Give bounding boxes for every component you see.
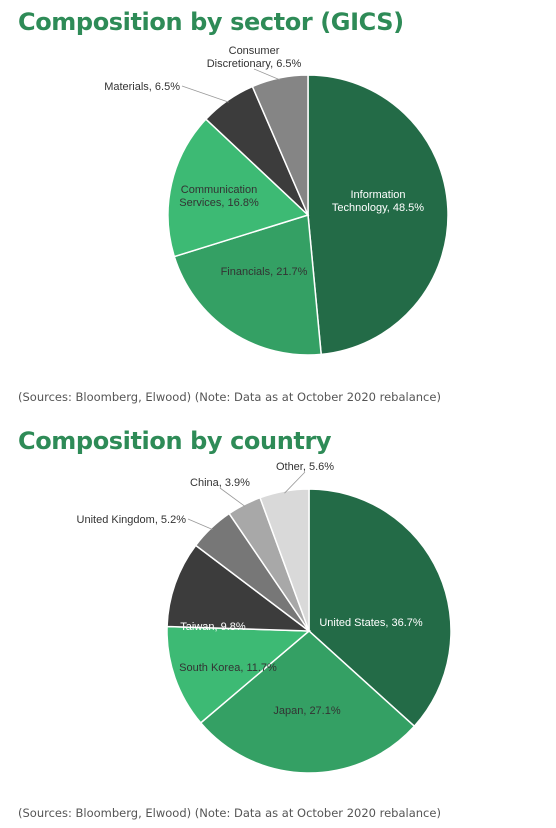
slice-label-united-kingdom: United Kingdom, 5.2% [77,514,187,526]
sector-source-note: (Sources: Bloomberg, Elwood) (Note: Data… [18,390,441,404]
slice-label-materials: Materials, 6.5% [104,81,180,93]
slice-label-information-technology: Information Technology, 48.5% [332,189,424,214]
country-source-note: (Sources: Bloomberg, Elwood) (Note: Data… [18,806,441,820]
leader-line-united-kingdom [187,518,213,530]
slice-label-communication-services: Communication Services, 16.8% [179,184,259,209]
leader-line-materials [181,85,229,103]
slice-label-japan: Japan, 27.1% [273,705,340,717]
pie-slice-information-technology [307,74,449,356]
pie-slice-taiwan [166,544,312,632]
leader-line-consumer-discretionary [253,68,281,81]
leader-line-other [284,471,306,494]
sector-pie-chart: Information Technology, 48.5% Financials, … [104,45,449,356]
country-pie-chart: United States, 36.7% Japan, 27.1% South Ko… [77,461,452,774]
pie-slice-communication-services [167,118,310,258]
sector-chart-title: Composition by sector (GICS) [18,8,404,36]
slice-label-consumer-discretionary: Consumer Discretionary, 6.5% [207,45,302,70]
country-chart-title: Composition by country [18,427,332,455]
slice-label-south-korea: South Korea, 11.7% [179,662,277,674]
pie-slice-japan [199,630,416,774]
leader-line-china [219,487,246,507]
pie-slice-other [259,488,310,632]
pie-slice-south-korea [166,625,311,724]
pie-slice-united-states [308,488,452,728]
slice-label-taiwan: Taiwan, 9.8% [180,621,246,633]
slice-label-financials: Financials, 21.7% [221,266,308,278]
slice-label-china: China, 3.9% [190,477,250,489]
slice-label-united-states: United States, 36.7% [319,617,423,629]
pie-slice-financials [173,214,322,356]
pie-slice-consumer-discretionary [251,74,309,216]
slice-label-other: Other, 5.6% [276,461,334,473]
